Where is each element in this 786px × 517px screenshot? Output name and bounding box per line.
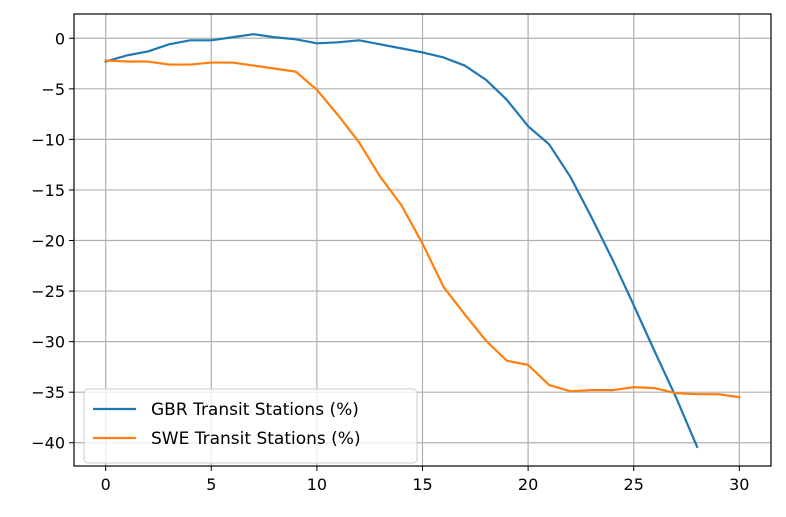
x-tick-label: 5 (206, 475, 216, 494)
y-tick-label: −5 (41, 80, 65, 99)
y-tick-label: 0 (55, 29, 65, 48)
x-tick-label: 0 (101, 475, 111, 494)
series-line-swe (104, 59, 741, 399)
legend-label: GBR Transit Stations (%) (151, 400, 359, 420)
x-tick-label: 20 (518, 475, 538, 494)
grid (74, 14, 771, 466)
legend-label: SWE Transit Stations (%) (151, 429, 361, 449)
x-tick-label: 10 (307, 475, 327, 494)
legend: GBR Transit Stations (%) SWE Transit Stat… (83, 388, 418, 464)
y-tick-label: −10 (31, 130, 65, 149)
y-tick-label: −30 (31, 333, 65, 352)
series-line-gbr (104, 33, 699, 449)
x-tick-label: 15 (412, 475, 432, 494)
x-tick-label: 30 (729, 475, 749, 494)
y-tick-label: −35 (31, 383, 65, 402)
y-tick-label: −15 (31, 181, 65, 200)
series-lines (104, 33, 741, 449)
x-axis-ticks: 0 5 10 15 20 25 30 (101, 466, 749, 494)
y-tick-label: −40 (31, 434, 65, 453)
x-tick-label: 25 (624, 475, 644, 494)
y-tick-label: −25 (31, 282, 65, 301)
legend-box (83, 388, 418, 464)
y-tick-label: −20 (31, 232, 65, 251)
y-axis-ticks: 0 −5 −10 −15 −20 −25 −30 −35 −40 (31, 29, 74, 453)
